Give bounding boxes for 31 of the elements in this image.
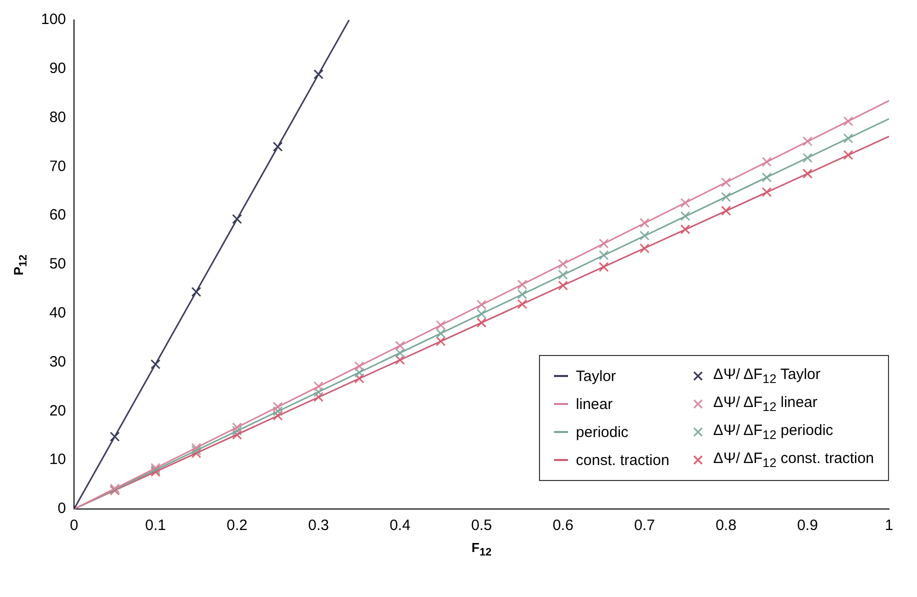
x-tick-label: 0.4 xyxy=(390,517,410,534)
x-tick-label: 0.8 xyxy=(716,517,736,534)
legend-label: linear xyxy=(576,396,613,412)
legend-label: ΔΨ/ ΔF$_{12}$ periodic xyxy=(713,422,834,442)
y-tick-label: 20 xyxy=(49,402,66,420)
y-tick-label: 70 xyxy=(49,158,66,175)
legend-label: ΔΨ/ ΔF$_{12}$ linear xyxy=(713,394,818,414)
legend-label: periodic xyxy=(576,424,628,440)
x-tick-label: 0.3 xyxy=(308,517,329,534)
y-tick-label: 60 xyxy=(49,206,66,224)
legend-label: const. traction xyxy=(576,452,670,468)
x-tick-label: 0.9 xyxy=(797,517,818,534)
legend-label: Taylor xyxy=(576,368,616,384)
y-tick-label: 10 xyxy=(49,451,66,468)
x-tick-label: 1 xyxy=(884,517,894,534)
legend-label: ΔΨ/ ΔF$_{12}$ Taylor xyxy=(713,366,820,386)
x-tick-label: 0.7 xyxy=(634,517,655,534)
y-tick-label: 100 xyxy=(40,11,66,28)
legend-label: ΔΨ/ ΔF$_{12}$ const. traction xyxy=(713,450,874,470)
y-tick-label: 90 xyxy=(49,60,66,78)
x-tick-label: 0 xyxy=(70,517,78,534)
y-tick-label: 80 xyxy=(49,108,66,126)
x-tick-label: 0.6 xyxy=(552,517,574,534)
x-tick-label: 0.2 xyxy=(226,517,248,534)
x-tick-label: 0.5 xyxy=(471,517,492,534)
y-tick-label: 0 xyxy=(58,500,66,518)
y-tick-label: 40 xyxy=(49,304,66,322)
y-tick-label: 30 xyxy=(49,353,66,370)
y-tick-label: 50 xyxy=(49,256,66,273)
x-axis-title: F$_{12}$ xyxy=(472,540,492,559)
x-tick-label: 0.1 xyxy=(145,517,166,534)
